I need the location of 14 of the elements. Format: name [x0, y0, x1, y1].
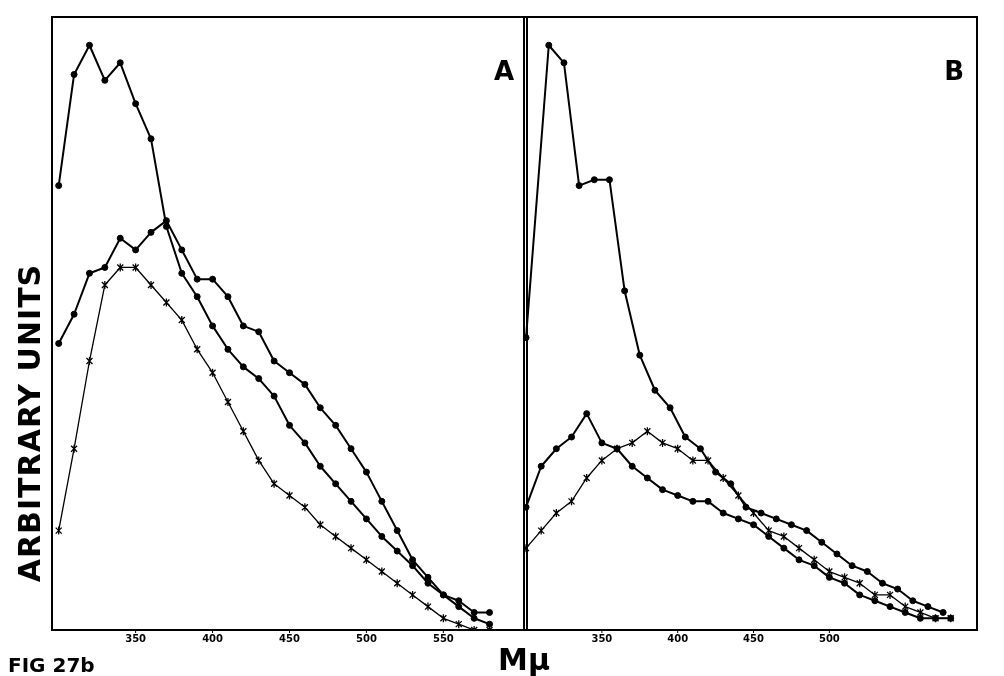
- caption: FIG 27b: [8, 653, 95, 676]
- x-tick-label: 450: [279, 633, 300, 645]
- x-tick-label: 500: [356, 633, 377, 645]
- x-axis-title: Mμ: [498, 642, 550, 676]
- x-tick-label: 450: [743, 633, 765, 645]
- x-tick-label: 350: [591, 633, 613, 645]
- x-tick-label: 400: [667, 633, 689, 645]
- chart-title: A: [493, 56, 514, 86]
- x-tick-label: 500: [818, 633, 840, 645]
- x-tick-label: 400: [202, 633, 224, 645]
- y-axis-title: ARBITRARY UNITS: [11, 263, 47, 583]
- x-tick-label: 350: [125, 633, 147, 645]
- chart-title: B: [944, 56, 964, 86]
- x-tick-label: 550: [432, 633, 454, 645]
